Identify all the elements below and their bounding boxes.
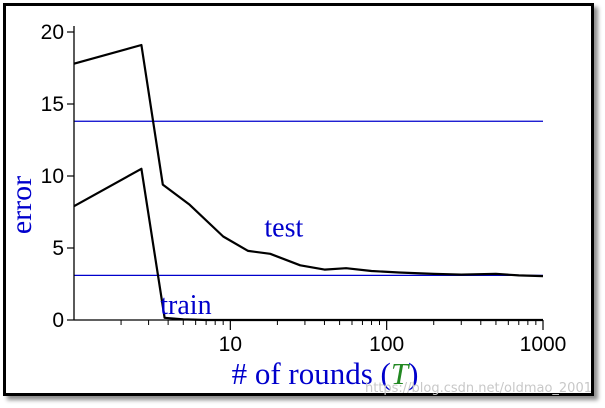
annotation-train: train [160, 290, 211, 321]
x-tick-label-0: 10 [219, 333, 242, 356]
axes [73, 26, 543, 321]
watermark: https://blog.csdn.net/oldmao_2001 [365, 381, 592, 396]
chart-frame [3, 3, 594, 396]
x-axis-label: # of rounds (T) [232, 356, 419, 391]
y-axis-label: error [5, 176, 38, 234]
y-tick-label-3: 15 [41, 93, 64, 116]
series-line-test [73, 43, 544, 278]
ticks: 0 5 10 15 20 10 100 1000 [41, 21, 567, 356]
x-axis-label-variable: T [391, 356, 411, 391]
y-tick-label-2: 10 [41, 165, 64, 188]
x-tick-label-2: 1000 [520, 333, 567, 356]
reference-lines [74, 120, 543, 277]
y-tick-label-0: 0 [52, 309, 64, 332]
series-lines [73, 43, 544, 322]
series-line-train [73, 167, 543, 322]
y-tick-label-1: 5 [52, 237, 64, 260]
x-axis-label-suffix: ) [408, 356, 418, 391]
x-tick-label-1: 100 [369, 333, 404, 356]
annotation-test: test [264, 212, 303, 243]
x-axis-label-prefix: # of rounds ( [232, 356, 391, 391]
y-tick-label-4: 20 [41, 21, 64, 44]
annotations: test train [160, 212, 303, 321]
